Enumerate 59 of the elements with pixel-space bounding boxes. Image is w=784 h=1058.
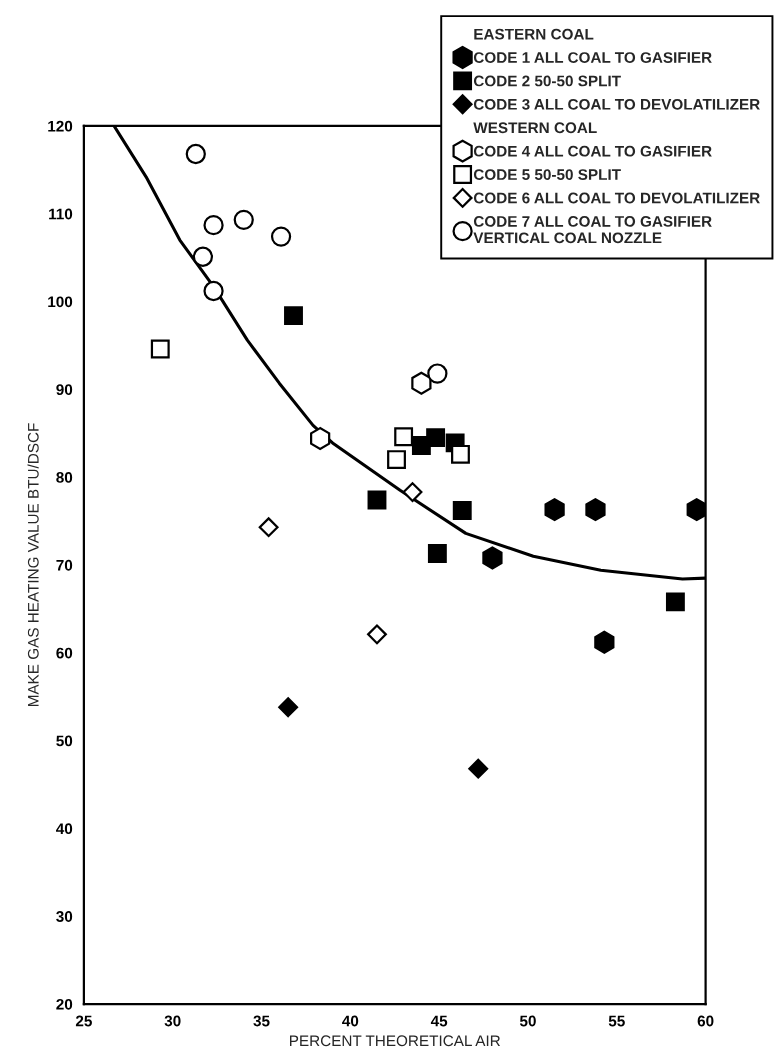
point	[426, 428, 446, 448]
point	[665, 592, 685, 612]
x-axis-title: PERCENT THEORETICAL AIR	[290, 1035, 501, 1047]
point	[402, 482, 423, 503]
text: EASTERN COAL	[474, 28, 594, 40]
legend-label: CODE 2 50-50 SPLIT	[473, 75, 621, 87]
point	[427, 544, 447, 563]
point	[203, 280, 224, 302]
y-tick-label: 120	[48, 120, 73, 132]
point	[544, 498, 565, 522]
point	[310, 426, 331, 451]
legend-label: CODE 5 50-50 SPLIT	[473, 169, 621, 180]
annotation: WESTERN COAL	[473, 122, 597, 134]
point	[284, 306, 303, 326]
y-tick-label: 50	[56, 735, 73, 747]
point	[150, 339, 170, 359]
legend-label: CODE 7 ALL COAL TO GASIFIER VERTICAL COAL NOZZLE	[473, 216, 712, 244]
point	[185, 143, 206, 165]
legend-label: CODE 4 ALL COAL TO GASIFIER	[473, 145, 712, 157]
y-tick-label: 60	[56, 647, 73, 659]
point	[411, 371, 432, 395]
x-tick-label: 35	[253, 1015, 270, 1027]
point	[451, 444, 470, 464]
y-tick-label: 70	[56, 559, 73, 571]
legend-label: CODE 3 ALL COAL TO DEVOLATILIZER	[473, 98, 760, 110]
point	[192, 246, 214, 267]
point	[468, 758, 489, 779]
y-tick-label: 110	[49, 208, 73, 220]
point	[594, 630, 615, 654]
legend-label: CODE 6 ALL COAL TO DEVOLATILIZER	[473, 192, 760, 204]
x-tick-label: 25	[75, 1015, 92, 1027]
y-tick-label: 80	[56, 472, 73, 483]
x-tick-label: 55	[608, 1015, 625, 1027]
point	[585, 498, 606, 522]
point	[394, 427, 414, 447]
x-tick-label: 45	[430, 1015, 448, 1027]
point	[233, 209, 254, 230]
point	[686, 498, 706, 522]
y-tick-label: 90	[56, 384, 73, 396]
point	[452, 501, 472, 520]
y-tick-label: 40	[56, 823, 73, 835]
y-axis-title: MAKE GAS HEATING VALUE BTU/DSCF	[27, 423, 39, 707]
point	[482, 546, 503, 570]
y-tick-label: 100	[48, 296, 73, 308]
point	[367, 490, 387, 510]
x-tick-label: 30	[164, 1015, 181, 1027]
x-tick-label: 50	[519, 1015, 536, 1027]
x-tick-label: 60	[697, 1015, 714, 1027]
point	[278, 697, 299, 718]
point	[387, 450, 406, 470]
point	[203, 214, 224, 236]
y-tick-label: 30	[56, 911, 73, 922]
point	[427, 363, 448, 384]
x-tick-label: 40	[342, 1015, 359, 1027]
point	[367, 624, 387, 645]
y-tick-label: 20	[56, 998, 73, 1010]
point	[270, 226, 292, 247]
legend-label: CODE 1 ALL COAL TO GASIFIER	[473, 52, 712, 63]
point	[258, 517, 279, 538]
